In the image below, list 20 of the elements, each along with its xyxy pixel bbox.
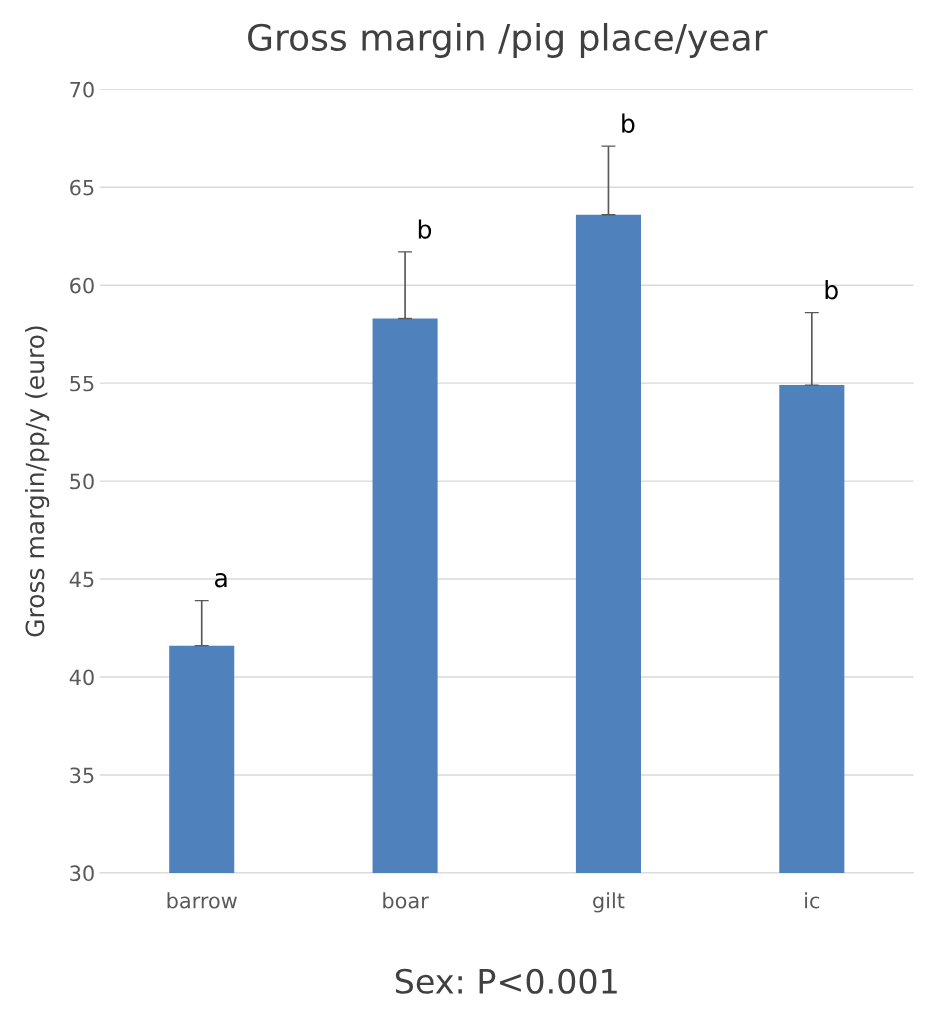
- y-axis-title: Gross margin/pp/y (euro): [25, 326, 50, 637]
- x-axis-title: Sex: P<0.001: [395, 968, 617, 994]
- x-tick-label: boar: [383, 892, 429, 909]
- y-tick-label: 65: [70, 179, 94, 196]
- x-tick-label: gilt: [593, 892, 625, 913]
- y-tick-label: 45: [69, 571, 94, 588]
- y-tick-label: 30: [70, 865, 94, 882]
- y-tick-label: 35: [70, 767, 94, 784]
- annotation: b: [622, 113, 635, 133]
- annotation: b: [418, 219, 432, 239]
- y-tick-label: 60: [70, 277, 94, 294]
- y-tick-label: 40: [69, 669, 94, 686]
- x-tick-label: ic: [805, 892, 820, 909]
- annotation: b: [825, 280, 838, 300]
- y-tick-label: 55: [70, 375, 94, 392]
- y-tick-label: 70: [70, 81, 94, 98]
- annotation: a: [215, 573, 227, 588]
- y-tick-label: 50: [70, 473, 94, 490]
- chart-title: Gross margin /pig place/year: [248, 22, 768, 58]
- x-tick-label: barrow: [167, 892, 237, 909]
